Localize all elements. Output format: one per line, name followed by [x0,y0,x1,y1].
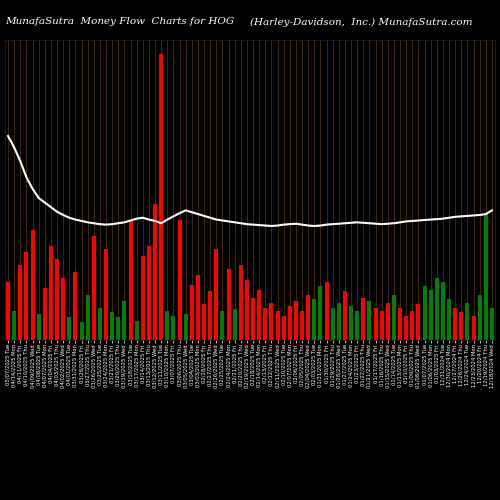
Bar [276,311,280,340]
Bar [300,311,304,340]
Bar [362,298,366,340]
Bar [478,294,482,340]
Bar [324,282,328,340]
Bar [337,302,341,340]
Bar [159,54,163,340]
Bar [36,314,40,340]
Bar [61,278,65,340]
Bar [43,288,47,340]
Bar [410,311,414,340]
Bar [141,256,145,340]
Bar [343,292,347,340]
Bar [441,282,445,340]
Bar [392,294,396,340]
Bar [466,302,469,340]
Bar [55,259,59,340]
Bar [196,275,200,340]
Bar [453,308,457,340]
Bar [257,290,261,340]
Bar [368,301,372,340]
Bar [490,308,494,340]
Bar [355,311,359,340]
Bar [184,314,188,340]
Text: MunafaSutra  Money Flow  Charts for HOG: MunafaSutra Money Flow Charts for HOG [5,18,234,26]
Bar [18,266,22,340]
Bar [232,309,236,340]
Bar [330,308,334,340]
Bar [116,318,120,340]
Text: (Harley-Davidson,  Inc.) MunafaSutra.com: (Harley-Davidson, Inc.) MunafaSutra.com [250,18,472,26]
Bar [80,322,84,340]
Bar [92,236,96,340]
Bar [472,316,476,340]
Bar [460,312,464,340]
Bar [435,278,439,340]
Bar [404,316,408,340]
Bar [104,249,108,340]
Bar [98,308,102,340]
Bar [264,308,268,340]
Bar [74,272,78,340]
Bar [128,220,132,340]
Bar [122,301,126,340]
Bar [422,286,426,340]
Bar [86,294,89,340]
Bar [312,300,316,340]
Bar [226,268,230,340]
Bar [147,246,151,340]
Bar [214,249,218,340]
Bar [294,301,298,340]
Bar [24,252,28,340]
Bar [374,308,378,340]
Bar [68,318,71,340]
Bar [12,311,16,340]
Bar [270,302,274,340]
Bar [416,304,420,340]
Bar [318,286,322,340]
Bar [6,282,10,340]
Bar [484,214,488,340]
Bar [208,292,212,340]
Bar [239,266,243,340]
Bar [447,300,451,340]
Bar [190,285,194,340]
Bar [166,311,170,340]
Bar [288,306,292,340]
Bar [245,280,249,340]
Bar [398,308,402,340]
Bar [172,316,175,340]
Bar [178,220,182,340]
Bar [349,306,353,340]
Bar [386,302,390,340]
Bar [220,311,224,340]
Bar [202,304,206,340]
Bar [110,312,114,340]
Bar [380,311,384,340]
Bar [251,298,255,340]
Bar [49,246,53,340]
Bar [153,204,157,340]
Bar [134,320,138,340]
Bar [306,294,310,340]
Bar [428,290,432,340]
Bar [30,230,34,340]
Bar [282,316,286,340]
